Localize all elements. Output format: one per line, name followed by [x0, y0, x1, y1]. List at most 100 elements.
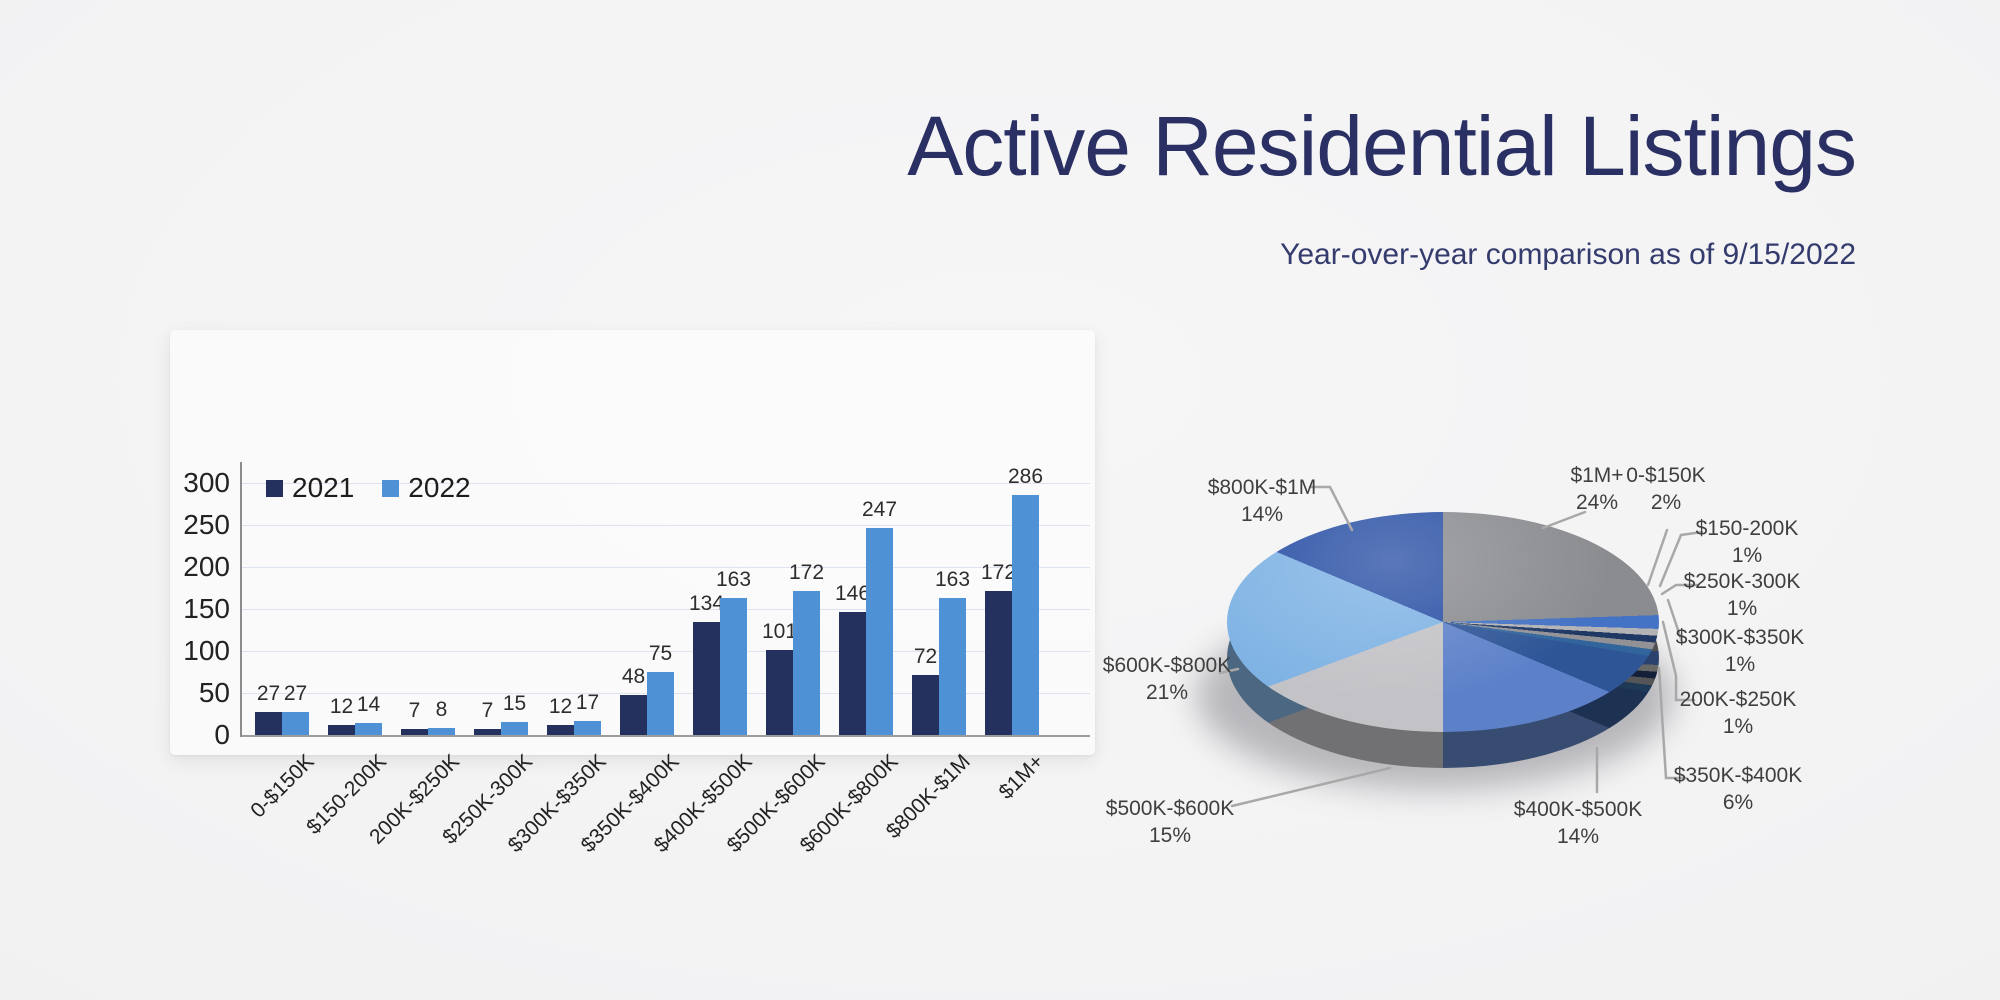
pie-label-name: $250K-300K	[1683, 570, 1801, 593]
bar-value-label: 7	[408, 699, 421, 723]
pie-label-percent: 1%	[1722, 715, 1754, 738]
bar-2021-8	[839, 612, 866, 735]
pie-label-name: $350K-$400K	[1673, 764, 1803, 787]
pie-label-name: $400K-$500K	[1513, 798, 1643, 821]
pie-label-name: $600K-$800K	[1102, 654, 1232, 677]
legend-label: 2021	[292, 472, 355, 503]
bar-value-label: 72	[913, 644, 938, 668]
pie-leader-line-0	[1541, 510, 1587, 530]
pie-slice-label-6: $350K-$400K 6%	[1643, 762, 1833, 816]
pie-label-percent: 15%	[1148, 824, 1192, 847]
legend-item-2021: 2021	[266, 472, 354, 504]
bar-value-label: 134	[688, 592, 725, 616]
legend-swatch-icon	[266, 479, 283, 497]
pie-leader-line-10	[1308, 485, 1354, 532]
bar-value-label: 101	[761, 620, 798, 644]
pie-leader-line-9	[1218, 667, 1240, 675]
pie-leader-line-5	[1666, 598, 1684, 644]
bar-2021-4	[547, 724, 574, 735]
bar-2021-9	[912, 674, 939, 735]
bar-value-label: 163	[934, 568, 971, 592]
pie-leader-line-8	[1230, 766, 1392, 808]
header: Active Residential Listings Year-over-ye…	[907, 99, 1857, 272]
bar-value-label: 27	[256, 682, 281, 706]
legend-swatch-icon	[382, 479, 400, 497]
pie-slice-label-5: $300K-$350K 1%	[1645, 624, 1835, 678]
pie-slice-label-10: $800K-$1M 14%	[1167, 474, 1357, 528]
y-tick-label: 0	[214, 719, 230, 750]
bar-2022-2	[428, 728, 455, 735]
bar-value-label: 163	[715, 568, 752, 592]
pie-label-name: 0-$150K	[1626, 464, 1706, 487]
y-tick-label: 300	[183, 467, 230, 498]
pie-label-name: 200K-$250K	[1679, 688, 1797, 711]
bar-2022-4	[574, 720, 601, 735]
pie-label-percent: 2%	[1650, 491, 1682, 514]
x-axis-line	[240, 735, 1090, 737]
pie-label-name: $500K-$600K	[1105, 797, 1235, 820]
y-tick-label: 250	[183, 509, 230, 540]
bar-2021-5	[620, 694, 647, 735]
pie-label-percent: 14%	[1556, 825, 1600, 848]
pie-leader-line-1	[1646, 528, 1669, 587]
pie-slice-label-7: $400K-$500K 14%	[1483, 796, 1673, 850]
pie-leader-line-4	[1660, 583, 1699, 596]
pie-slice-label-9: $600K-$800K 21%	[1072, 652, 1262, 706]
pie-leader-line-3	[1661, 620, 1696, 702]
pie-label-percent: 1%	[1724, 653, 1756, 676]
gridline	[242, 483, 1090, 484]
bar-value-label: 146	[834, 582, 871, 606]
bar-value-label: 12	[329, 694, 354, 718]
page-title: Active Residential Listings	[907, 99, 1857, 193]
bar-chart-legend: 2021 2022	[266, 472, 471, 504]
bar-2022-1	[355, 723, 382, 735]
bar-2022-9	[939, 598, 966, 735]
pie-label-percent: 1%	[1726, 597, 1758, 620]
page-subtitle: Year-over-year comparison as of 9/15/202…	[1280, 238, 1856, 271]
bar-2022-7	[793, 590, 820, 735]
pie-label-percent: 21%	[1145, 681, 1189, 704]
pie-label-percent: 14%	[1240, 503, 1284, 526]
pie-label-name: $800K-$1M	[1207, 476, 1317, 499]
y-tick-label: 100	[183, 635, 230, 666]
pie-slice-label-2: $150-200K 1%	[1652, 515, 1842, 569]
pie-leader-line-6	[1657, 666, 1688, 780]
bar-value-label: 7	[481, 699, 494, 723]
gridline	[242, 567, 1090, 568]
bar-2021-6	[693, 622, 720, 735]
bar-2022-6	[720, 598, 747, 735]
bar-2022-5	[647, 672, 674, 735]
x-axis-label-text: $1M+	[994, 750, 1049, 804]
pie-label-name: $1M+	[1570, 464, 1624, 487]
bar-value-label: 8	[435, 698, 448, 722]
bar-value-label: 15	[502, 692, 527, 716]
y-tick-label: 150	[183, 593, 230, 624]
bar-2021-0	[255, 712, 282, 735]
bar-value-label: 12	[548, 694, 573, 718]
gridline	[242, 525, 1090, 526]
bar-2022-3	[501, 722, 528, 735]
pie-leader-lines	[1218, 485, 1704, 808]
bar-2022-8	[866, 527, 893, 735]
bar-value-label: 17	[575, 690, 600, 714]
y-tick-label: 50	[198, 677, 230, 708]
bar-value-label: 286	[1007, 464, 1044, 488]
bar-value-label: 14	[356, 693, 381, 717]
x-axis-label-text: 0-$150K	[245, 750, 319, 823]
bar-value-label: 27	[283, 682, 308, 706]
pie-label-percent: 1%	[1731, 544, 1763, 567]
bar-2021-1	[328, 724, 355, 735]
gridline	[242, 651, 1090, 652]
pie-slice-label-8: $500K-$600K 15%	[1075, 795, 1265, 849]
bar-value-label: 247	[861, 497, 898, 521]
pie-label-name: $300K-$350K	[1675, 626, 1805, 649]
pie-chart	[1227, 512, 1659, 732]
y-axis-line	[240, 462, 242, 737]
pie-label-percent: 24%	[1575, 491, 1619, 514]
bar-2021-2	[401, 729, 428, 735]
pie-slice-label-4: $250K-300K 1%	[1647, 568, 1837, 622]
bar-2021-10	[985, 590, 1012, 735]
pie-label-name: $150-200K	[1695, 517, 1799, 540]
